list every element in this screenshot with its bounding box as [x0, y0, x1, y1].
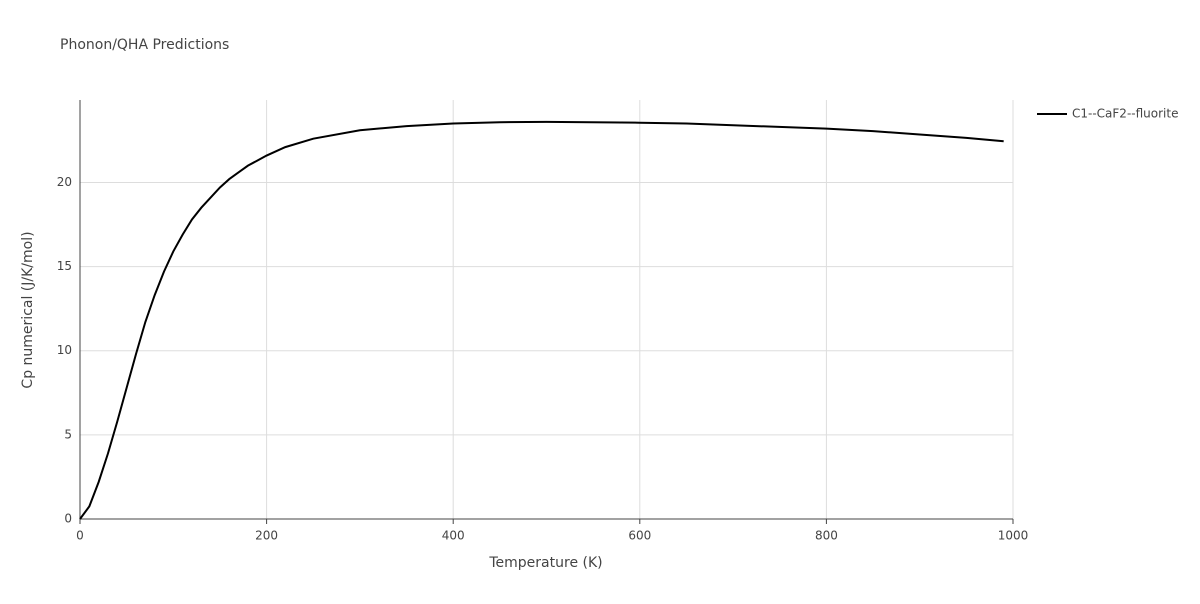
x-tick-label: 0: [76, 529, 84, 543]
x-tick-label: 800: [815, 529, 838, 543]
chart-title: Phonon/QHA Predictions: [60, 37, 229, 53]
y-tick-label: 10: [57, 343, 72, 357]
x-tick-label: 1000: [998, 529, 1029, 543]
x-tick-label: 200: [255, 529, 278, 543]
y-tick-label: 20: [57, 175, 72, 189]
y-axis-label: Cp numerical (J/K/mol): [20, 231, 36, 388]
x-tick-label: 400: [442, 529, 465, 543]
x-tick-label: 600: [628, 529, 651, 543]
line: [79, 120, 1004, 520]
y-tick-label: 5: [64, 427, 72, 441]
x-axis-label: Temperature (K): [488, 555, 602, 571]
y-tick-label: 0: [64, 512, 72, 526]
y-tick-label: 15: [57, 259, 72, 273]
legend-label: C1--CaF2--fluorite: [1072, 107, 1178, 121]
